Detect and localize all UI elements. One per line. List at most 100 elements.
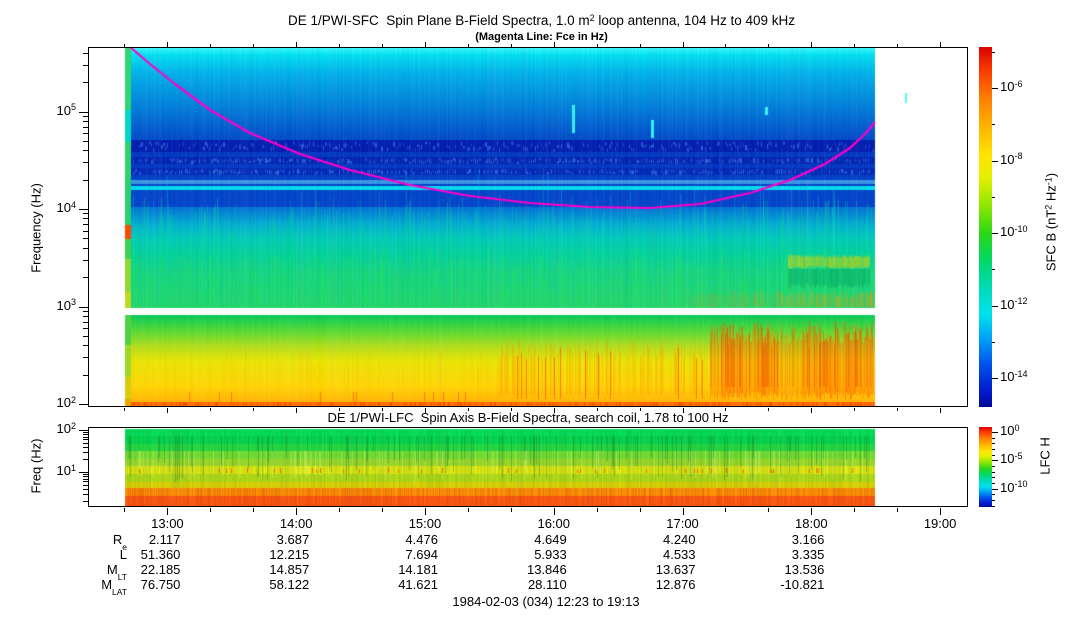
- time-tick-bottom: [382, 508, 383, 512]
- time-tick-mid: [897, 408, 898, 411]
- ephemeris-value: 3.166: [791, 532, 825, 547]
- time-tick-bottom: [554, 508, 555, 515]
- sfc-y-tick: 103: [56, 297, 76, 313]
- lfc-y-tick-minor-tick: [83, 476, 88, 477]
- lfc-y-tick-minor-tick: [83, 481, 88, 482]
- figure-subtitle: (Magenta Line: Fce in Hz): [475, 31, 608, 43]
- lfc-y-tick-minor-tick: [83, 434, 88, 435]
- time-tick-top: [854, 44, 855, 47]
- time-tick-mid: [253, 408, 254, 411]
- sfc-cbar-tick-minor-tick: [992, 124, 995, 125]
- time-label: 15:00: [408, 516, 442, 531]
- sfc-y-tick-major-tick: [79, 307, 88, 308]
- sfc-colorbar: [979, 47, 992, 407]
- lfc-y-tick-minor-tick: [83, 489, 88, 490]
- lfc-cbar-tick-minor-tick: [992, 466, 995, 467]
- time-tick-bottom: [425, 508, 426, 515]
- time-tick-top: [382, 44, 383, 47]
- sfc-spectrogram-canvas: [88, 47, 968, 407]
- ephemeris-value: 7.694: [405, 547, 438, 562]
- time-tick-top: [554, 42, 555, 47]
- time-tick-mid: [511, 408, 512, 411]
- time-tick-top: [210, 44, 211, 47]
- time-tick-bottom: [210, 508, 211, 512]
- sfc-y-tick-minor-tick: [83, 162, 88, 163]
- ephemeris-value: 3.335: [791, 547, 825, 562]
- lfc-cbar-tick-minor-tick: [992, 472, 995, 473]
- time-tick-top: [897, 44, 898, 47]
- sfc-y-tick-minor-tick: [83, 180, 88, 181]
- sfc-cbar-tick-minor-tick: [992, 269, 995, 270]
- time-tick-top: [597, 44, 598, 47]
- ephemeris-value: 4.240: [662, 532, 696, 547]
- sfc-cbar-tick-label: 10-8: [1000, 151, 1023, 167]
- lfc-spectrogram-canvas: [88, 427, 968, 507]
- lfc-y-tick-minor-tick: [83, 501, 88, 502]
- ephemeris-value: 4.476: [405, 532, 438, 547]
- sfc-y-tick-minor-tick: [83, 121, 88, 122]
- sfc-y-tick-minor-tick: [83, 322, 88, 323]
- sfc-y-tick-minor-tick: [83, 311, 88, 312]
- sfc-y-tick-minor-tick: [83, 218, 88, 219]
- ephemeris-value: 12.876: [655, 577, 696, 592]
- lfc-y-tick-minor-tick: [83, 485, 88, 486]
- lfc-cbar-tick-minor-tick: [992, 477, 995, 478]
- sfc-cbar-tick-major-tick: [992, 233, 998, 234]
- date-range-footer: 1984-02-03 (034) 12:23 to 19:13: [452, 594, 640, 609]
- lfc-cbar-tick-label: 10-10: [1000, 479, 1028, 495]
- sfc-y-tick-minor-tick: [83, 213, 88, 214]
- time-tick-mid: [725, 408, 726, 411]
- lfc-colorbar: [979, 427, 992, 507]
- ephemeris-row-label: MLT: [106, 562, 127, 582]
- lfc-cbar-tick-minor-tick: [992, 455, 995, 456]
- time-tick-mid: [296, 408, 297, 413]
- sfc-cbar-tick-minor-tick: [992, 52, 995, 53]
- lfc-y-tick-major-tick: [79, 430, 88, 431]
- time-label: 18:00: [795, 516, 828, 531]
- time-tick-top: [683, 42, 684, 47]
- time-tick-bottom: [167, 508, 168, 515]
- sfc-cbar-tick-label: 10-6: [1000, 78, 1023, 94]
- time-tick-bottom: [597, 508, 598, 512]
- lfc-cbar-tick-label: 100: [1000, 422, 1020, 438]
- sfc-cbar-tick-label: 10-10: [1000, 223, 1028, 239]
- sfc-y-tick-minor-tick: [83, 65, 88, 66]
- time-tick-bottom: [940, 508, 941, 515]
- time-tick-mid: [811, 408, 812, 413]
- time-tick-bottom: [897, 508, 898, 512]
- sfc-y-tick-minor-tick: [83, 328, 88, 329]
- sfc-cbar-tick-major-tick: [992, 161, 998, 162]
- sfc-y-tick-major-tick: [79, 209, 88, 210]
- time-tick-top: [339, 44, 340, 47]
- sfc-cbar-tick-label: 10-12: [1000, 296, 1028, 312]
- time-tick-top: [511, 44, 512, 47]
- ephemeris-value: 13.536: [784, 562, 825, 577]
- ephemeris-value: 41.621: [398, 577, 438, 592]
- time-label: 14:00: [279, 516, 313, 531]
- time-tick-top: [468, 44, 469, 47]
- time-label: 17:00: [666, 516, 699, 531]
- sfc-y-tick-major-tick: [79, 112, 88, 113]
- lfc-y-tick-major-tick: [79, 472, 88, 473]
- lfc-y-tick-minor-tick: [83, 443, 88, 444]
- sfc-y-tick: 104: [56, 199, 76, 215]
- ephemeris-value: 14.857: [269, 562, 310, 577]
- time-tick-mid: [597, 408, 598, 411]
- lfc-y-tick-minor-tick: [83, 474, 88, 475]
- lfc-cbar-tick-minor-tick: [992, 506, 995, 507]
- time-tick-top: [640, 44, 641, 47]
- sfc-y-tick-minor-tick: [83, 231, 88, 232]
- sfc-y-tick-minor-tick: [83, 82, 88, 83]
- lfc-y-tick-minor-tick: [83, 459, 88, 460]
- time-tick-bottom: [468, 508, 469, 512]
- lfc-cbar-tick-label: 10-5: [1000, 450, 1023, 467]
- ephemeris-value: 12.215: [269, 547, 310, 562]
- ephemeris-value: 28.110: [527, 577, 567, 592]
- time-tick-bottom: [683, 508, 684, 515]
- time-tick-top: [425, 42, 426, 47]
- lfc-y-tick: 102: [56, 420, 76, 436]
- sfc-y-tick-minor-tick: [83, 116, 88, 117]
- lfc-y-tick-minor-tick: [83, 432, 88, 433]
- time-tick-top: [124, 44, 125, 47]
